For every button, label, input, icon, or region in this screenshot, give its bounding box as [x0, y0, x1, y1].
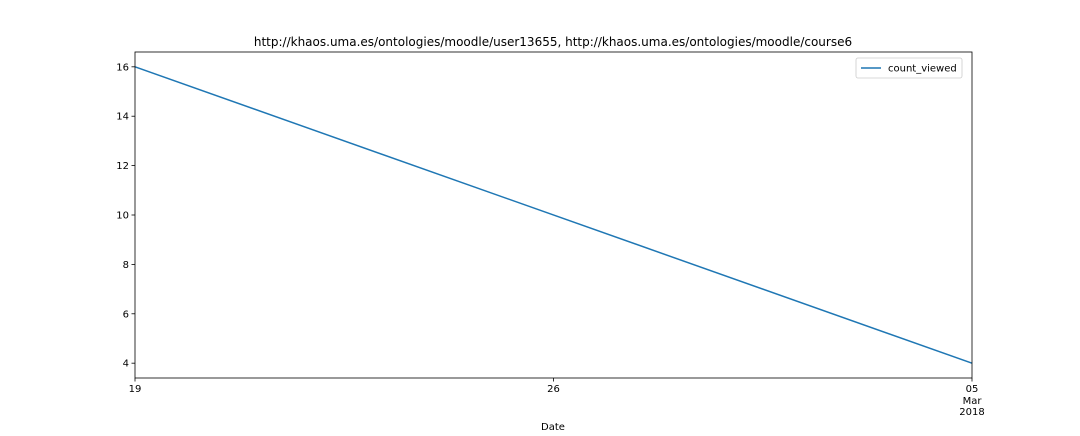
- y-tick-label: 12: [116, 161, 129, 172]
- series-line-count-viewed: [135, 67, 972, 363]
- legend: count_viewed: [856, 58, 962, 78]
- y-tick-label: 10: [116, 211, 129, 222]
- x-axis-label: Date: [541, 422, 565, 432]
- legend-label: count_viewed: [888, 64, 957, 75]
- x-tick-sublabel: 2018: [959, 407, 984, 418]
- x-tick-label: 19: [129, 384, 142, 395]
- chart-title: http://khaos.uma.es/ontologies/moodle/us…: [254, 35, 852, 49]
- x-tick-sublabel: Mar: [963, 396, 983, 407]
- y-tick-label: 6: [123, 309, 129, 320]
- plot-area: [135, 52, 972, 378]
- x-tick-label: 05: [966, 384, 979, 395]
- y-axis-ticks: 4 6 8 10 12 14 16: [116, 62, 135, 369]
- y-tick-label: 4: [123, 359, 129, 370]
- y-tick-label: 14: [116, 112, 129, 123]
- y-tick-label: 16: [116, 62, 129, 73]
- y-tick-label: 8: [123, 260, 129, 271]
- x-tick-label: 26: [547, 384, 560, 395]
